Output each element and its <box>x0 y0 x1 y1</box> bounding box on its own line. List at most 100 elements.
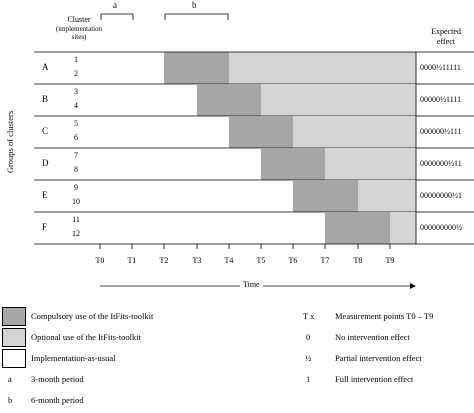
legend-usual-text: Implementation-as-usual <box>31 353 116 363</box>
expected-effect: 0000000½11 <box>420 159 462 168</box>
cluster-number: 9 <box>74 183 78 192</box>
legend-optional-text: Optional use of the ItFits-toolkit <box>31 332 142 342</box>
group-label: B <box>42 94 49 104</box>
expected-effect: 00000000½1 <box>420 191 462 200</box>
cluster-number: 6 <box>74 133 78 142</box>
optional-cell <box>229 52 261 84</box>
optional-cell <box>325 84 358 116</box>
time-tick-label: T9 <box>385 256 395 265</box>
optional-cell <box>358 52 390 84</box>
period-brackets <box>100 13 229 20</box>
cluster-number: 7 <box>74 151 78 160</box>
optional-cell <box>390 84 416 116</box>
bracket-b <box>164 13 229 20</box>
compulsory-cell <box>325 180 358 212</box>
optional-cell <box>358 180 390 212</box>
legend-swatch-optional <box>2 328 26 347</box>
compulsory-cell <box>197 84 229 116</box>
time-tick-label: T2 <box>159 256 169 265</box>
time-label: Time <box>240 280 263 289</box>
optional-cell <box>261 52 293 84</box>
legend-a-text: 3-month period <box>31 374 84 384</box>
time-tick-label: T5 <box>256 256 266 265</box>
legend-half-text: Partial intervention effect <box>335 353 422 363</box>
legend-one-key: 1 <box>306 374 311 384</box>
optional-cell <box>293 116 325 148</box>
legend-one-text: Full intervention effect <box>335 374 414 384</box>
compulsory-cell <box>261 148 293 180</box>
compulsory-cell <box>293 180 325 212</box>
optional-cell <box>358 148 390 180</box>
group-label: C <box>42 126 49 136</box>
compulsory-cell <box>229 84 261 116</box>
cluster-number: 3 <box>74 87 78 96</box>
compulsory-cell <box>197 52 229 84</box>
compulsory-cell <box>358 212 390 244</box>
compulsory-cell <box>164 52 197 84</box>
group-label: D <box>42 158 49 168</box>
group-label: E <box>42 190 48 200</box>
legend-a-key: a <box>8 374 12 384</box>
time-tick-label: T4 <box>224 256 234 265</box>
expected-effect-title: Expected effect <box>418 27 474 47</box>
cluster-title: Cluster <box>67 15 91 24</box>
compulsory-cell <box>229 116 261 148</box>
cluster-number: 4 <box>74 101 78 110</box>
time-tick-label: T7 <box>320 256 330 265</box>
time-tick-label: T3 <box>192 256 202 265</box>
legend-swatch-compulsory <box>2 307 26 326</box>
optional-cell <box>325 148 358 180</box>
cluster-number: 12 <box>72 229 80 238</box>
cluster-number: 11 <box>72 215 80 224</box>
legend-tx-text: Measurement points T0 – T9 <box>335 311 434 321</box>
legend-tx-key: T x <box>303 311 315 321</box>
optional-cell <box>390 116 416 148</box>
period-a-label: a <box>113 0 117 10</box>
legend-zero-text: No intervention effect <box>335 332 410 342</box>
legend-compulsory-text: Compulsory use of the ItFits-toolkit <box>31 311 154 321</box>
optional-cell <box>293 52 325 84</box>
legend-zero-key: 0 <box>306 332 311 342</box>
legend-half-key: ½ <box>305 353 312 363</box>
group-label: A <box>42 62 49 72</box>
group-label: F <box>42 222 48 232</box>
y-axis-label: Groups of clusters <box>5 110 15 174</box>
cluster-number: 1 <box>74 55 78 64</box>
legend-b-text: 6-month period <box>31 395 84 405</box>
legend-b-key: b <box>8 395 13 405</box>
expected-effect: 00000½1111 <box>420 95 462 104</box>
schedule-grid <box>34 51 474 245</box>
optional-cell <box>390 148 416 180</box>
legend-swatch-usual <box>2 349 26 368</box>
time-tick-label: T1 <box>127 256 137 265</box>
time-arrow-head <box>410 283 416 289</box>
bracket-a <box>100 13 134 20</box>
optional-cell <box>390 212 416 244</box>
cluster-number: 5 <box>74 119 78 128</box>
compulsory-cell <box>261 116 293 148</box>
optional-cell <box>261 84 293 116</box>
time-tick-label: T0 <box>95 256 105 265</box>
optional-cell <box>358 84 390 116</box>
optional-cell <box>390 52 416 84</box>
optional-cell <box>325 116 358 148</box>
cluster-number: 10 <box>72 197 80 206</box>
compulsory-cell <box>325 212 358 244</box>
time-tick-label: T8 <box>353 256 363 265</box>
optional-cell <box>358 116 390 148</box>
time-ticks <box>99 244 391 249</box>
expected-effect: 000000000½ <box>420 223 462 232</box>
expected-title-line1: Expected <box>431 27 461 36</box>
optional-cell <box>293 84 325 116</box>
cluster-number: 2 <box>74 69 78 78</box>
expected-effect: 0000½11111 <box>420 63 461 72</box>
optional-cell <box>390 180 416 212</box>
cluster-subtitle-2: sites) <box>71 33 87 41</box>
time-tick-label: T6 <box>288 256 298 265</box>
optional-cell <box>325 52 358 84</box>
compulsory-cell <box>293 148 325 180</box>
cluster-number: 8 <box>74 165 78 174</box>
cluster-subtitle-1: (implementation <box>55 25 103 33</box>
expected-title-line2: effect <box>436 37 456 46</box>
